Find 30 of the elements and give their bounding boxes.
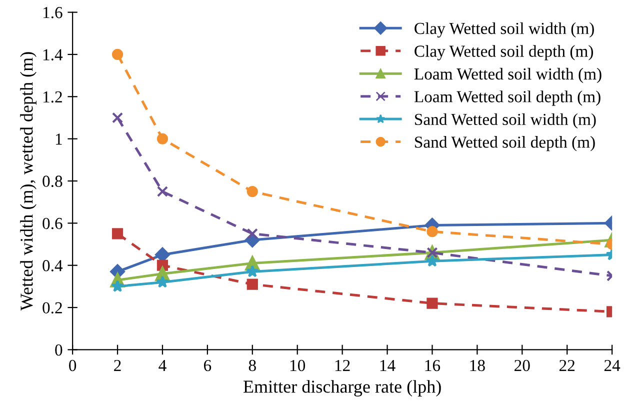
y-tick-label: 0.2 bbox=[42, 302, 62, 314]
x-tick-label: 22 bbox=[560, 360, 575, 371]
y-axis-title: Wetted width (m), wetted depth (m) bbox=[20, 52, 36, 311]
y-tick-label: 0 bbox=[55, 344, 62, 356]
x-axis-title: Emitter discharge rate (lph) bbox=[243, 380, 441, 397]
y-tick-label: 1.6 bbox=[43, 7, 62, 18]
y-tick-label: 0.8 bbox=[42, 176, 62, 187]
legend-label: Loam Wetted soil width (m) bbox=[414, 68, 602, 84]
y-tick-label: 1 bbox=[56, 134, 62, 145]
x-tick-label: 16 bbox=[425, 360, 440, 372]
legend-label: Sand Wetted soil depth (m) bbox=[415, 136, 595, 152]
x-tick-label: 18 bbox=[470, 360, 485, 372]
x-tick-label: 0 bbox=[69, 360, 76, 372]
y-tick-label: 0.4 bbox=[42, 260, 63, 272]
y-tick-label: 1.4 bbox=[43, 49, 63, 60]
y-tick-label: 0.6 bbox=[42, 218, 62, 230]
legend-label: Clay Wetted soil width (m) bbox=[414, 22, 594, 38]
x-tick-label: 10 bbox=[290, 360, 306, 372]
legend-label: Sand Wetted soil width (m) bbox=[415, 113, 596, 128]
legend-label: Loam Wetted soil depth (m) bbox=[414, 90, 600, 106]
x-tick-label: 20 bbox=[514, 360, 530, 372]
x-tick-label: 8 bbox=[248, 360, 256, 372]
y-tick-label: 1.2 bbox=[43, 91, 62, 103]
x-tick-label: 4 bbox=[158, 360, 166, 371]
x-tick-label: 2 bbox=[114, 360, 121, 371]
legend-label: Clay Wetted soil depth (m) bbox=[414, 45, 594, 60]
x-tick-label: 6 bbox=[204, 360, 212, 372]
x-tick-label: 12 bbox=[335, 360, 350, 371]
x-tick-label: 24 bbox=[604, 360, 620, 371]
x-tick-label: 14 bbox=[380, 360, 396, 371]
